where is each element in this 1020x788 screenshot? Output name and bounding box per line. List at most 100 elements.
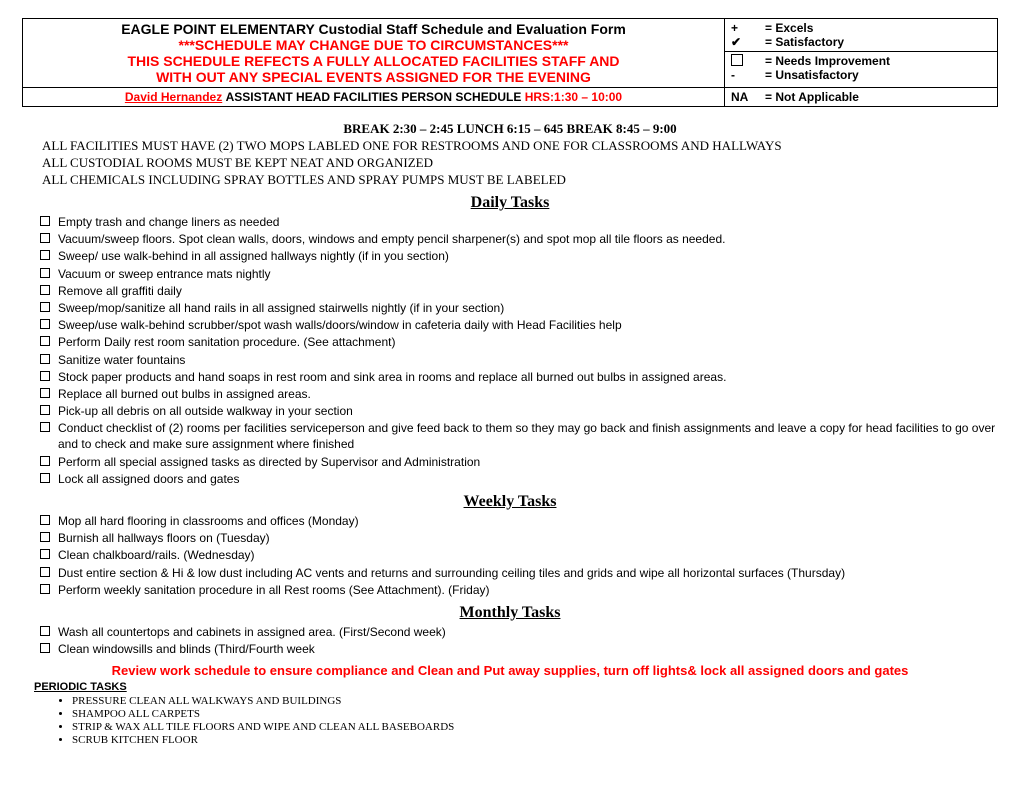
list-item-text: Stock paper products and hand soaps in r…	[58, 370, 726, 384]
list-item: Sweep/mop/sanitize all hand rails in all…	[40, 300, 998, 316]
periodic-tasks-list: PRESSURE CLEAN ALL WALKWAYS AND BUILDING…	[72, 695, 998, 746]
list-item-text: Conduct checklist of (2) rooms per facil…	[58, 421, 995, 451]
checkbox-icon[interactable]	[40, 532, 50, 542]
list-item: Perform Daily rest room sanitation proce…	[40, 334, 998, 350]
list-item: Clean chalkboard/rails. (Wednesday)	[40, 547, 998, 563]
assistant-name: David Hernandez	[125, 90, 222, 104]
list-item: Sweep/ use walk-behind in all assigned h…	[40, 248, 998, 264]
list-item-text: Clean windowsills and blinds (Third/Four…	[58, 642, 315, 656]
list-item: STRIP & WAX ALL TILE FLOORS AND WIPE AND…	[72, 721, 998, 733]
legend-satisfactory: ✔ = Satisfactory	[731, 35, 991, 49]
checkbox-icon[interactable]	[40, 319, 50, 329]
checkbox-icon[interactable]	[40, 216, 50, 226]
checkbox-icon[interactable]	[40, 584, 50, 594]
list-item: Perform weekly sanitation procedure in a…	[40, 582, 998, 598]
checkbox-icon[interactable]	[40, 250, 50, 260]
legend-needs-improvement: = Needs Improvement	[731, 54, 991, 68]
legend-excels-text: = Excels	[765, 21, 813, 35]
legend-unsatisfactory: - = Unsatisfactory	[731, 68, 991, 82]
list-item-text: Vacuum/sweep floors. Spot clean walls, d…	[58, 232, 725, 246]
page-title: EAGLE POINT ELEMENTARY Custodial Staff S…	[29, 21, 718, 37]
list-item: PRESSURE CLEAN ALL WALKWAYS AND BUILDING…	[72, 695, 998, 707]
list-item: Burnish all hallways floors on (Tuesday)	[40, 530, 998, 546]
header-table: EAGLE POINT ELEMENTARY Custodial Staff S…	[22, 18, 998, 107]
schedule-events-line: WITH OUT ANY SPECIAL EVENTS ASSIGNED FOR…	[29, 69, 718, 85]
list-item-text: Perform weekly sanitation procedure in a…	[58, 583, 490, 597]
break-times-line: BREAK 2:30 – 2:45 LUNCH 6:15 – 645 BREAK…	[22, 121, 998, 137]
checkbox-icon[interactable]	[40, 336, 50, 346]
list-item: Mop all hard flooring in classrooms and …	[40, 513, 998, 529]
checkbox-icon[interactable]	[40, 626, 50, 636]
square-icon	[731, 54, 743, 66]
checkbox-icon[interactable]	[40, 354, 50, 364]
list-item-text: Sweep/mop/sanitize all hand rails in all…	[58, 301, 504, 315]
checkbox-icon[interactable]	[40, 643, 50, 653]
check-icon: ✔	[731, 35, 765, 49]
assistant-hours: HRS:1:30 – 10:00	[525, 90, 622, 104]
list-item: Remove all graffiti daily	[40, 283, 998, 299]
note-rooms: ALL CUSTODIAL ROOMS MUST BE KEPT NEAT AN…	[42, 155, 998, 171]
list-item-text: Replace all burned out bulbs in assigned…	[58, 387, 311, 401]
list-item: Sweep/use walk-behind scrubber/spot wash…	[40, 317, 998, 333]
assistant-role: ASSISTANT HEAD FACILITIES PERSON SCHEDUL…	[226, 90, 525, 104]
list-item: Wash all countertops and cabinets in ass…	[40, 624, 998, 640]
list-item: Vacuum or sweep entrance mats nightly	[40, 266, 998, 282]
legend-na-symbol: NA	[731, 90, 765, 104]
list-item: SCRUB KITCHEN FLOOR	[72, 734, 998, 746]
weekly-tasks-title: Weekly Tasks	[22, 493, 998, 511]
list-item-text: Sweep/use walk-behind scrubber/spot wash…	[58, 318, 622, 332]
legend-excels-symbol: +	[731, 21, 765, 35]
list-item: Vacuum/sweep floors. Spot clean walls, d…	[40, 231, 998, 247]
periodic-tasks-title: PERIODIC TASKS	[34, 681, 998, 693]
checkbox-icon[interactable]	[40, 473, 50, 483]
daily-tasks-title: Daily Tasks	[22, 194, 998, 212]
legend-excels: + = Excels	[731, 21, 991, 35]
list-item-text: Perform all special assigned tasks as di…	[58, 455, 480, 469]
list-item-text: Vacuum or sweep entrance mats nightly	[58, 267, 271, 281]
list-item-text: Lock all assigned doors and gates	[58, 472, 239, 486]
list-item: Sanitize water fountains	[40, 352, 998, 368]
list-item: Stock paper products and hand soaps in r…	[40, 369, 998, 385]
note-chemicals: ALL CHEMICALS INCLUDING SPRAY BOTTLES AN…	[42, 172, 998, 188]
checkbox-icon[interactable]	[40, 268, 50, 278]
checkbox-icon[interactable]	[40, 233, 50, 243]
list-item: Conduct checklist of (2) rooms per facil…	[40, 420, 998, 452]
list-item: Dust entire section & Hi & low dust incl…	[40, 565, 998, 581]
checkbox-icon[interactable]	[40, 549, 50, 559]
list-item: Replace all burned out bulbs in assigned…	[40, 386, 998, 402]
legend-na-text: = Not Applicable	[765, 90, 859, 104]
list-item: SHAMPOO ALL CARPETS	[72, 708, 998, 720]
checkbox-icon[interactable]	[40, 371, 50, 381]
checkbox-icon[interactable]	[40, 515, 50, 525]
list-item-text: Clean chalkboard/rails. (Wednesday)	[58, 548, 255, 562]
list-item: Perform all special assigned tasks as di…	[40, 454, 998, 470]
legend-unsat-text: = Unsatisfactory	[765, 68, 859, 82]
checkbox-icon[interactable]	[40, 456, 50, 466]
notes-block: BREAK 2:30 – 2:45 LUNCH 6:15 – 645 BREAK…	[22, 121, 998, 188]
note-mops: ALL FACILITIES MUST HAVE (2) TWO MOPS LA…	[42, 138, 998, 154]
list-item-text: Remove all graffiti daily	[58, 284, 182, 298]
legend-not-applicable: NA = Not Applicable	[731, 90, 991, 104]
legend-needs-text: = Needs Improvement	[765, 54, 890, 68]
list-item: Clean windowsills and blinds (Third/Four…	[40, 641, 998, 657]
checkbox-icon[interactable]	[40, 567, 50, 577]
list-item-text: Mop all hard flooring in classrooms and …	[58, 514, 359, 528]
list-item-text: Sweep/ use walk-behind in all assigned h…	[58, 249, 449, 263]
monthly-tasks-list: Wash all countertops and cabinets in ass…	[40, 624, 998, 657]
checkbox-icon[interactable]	[40, 302, 50, 312]
list-item: Lock all assigned doors and gates	[40, 471, 998, 487]
list-item-text: Sanitize water fountains	[58, 353, 185, 367]
list-item-text: Empty trash and change liners as needed	[58, 215, 279, 229]
legend-unsat-symbol: -	[731, 68, 765, 82]
list-item-text: Pick-up all debris on all outside walkwa…	[58, 404, 353, 418]
weekly-tasks-list: Mop all hard flooring in classrooms and …	[40, 513, 998, 598]
review-instruction: Review work schedule to ensure complianc…	[22, 663, 998, 678]
schedule-change-line: ***SCHEDULE MAY CHANGE DUE TO CIRCUMSTAN…	[29, 37, 718, 53]
legend-satisfactory-text: = Satisfactory	[765, 35, 844, 49]
list-item-text: Dust entire section & Hi & low dust incl…	[58, 566, 845, 580]
checkbox-icon[interactable]	[40, 388, 50, 398]
checkbox-icon[interactable]	[40, 405, 50, 415]
checkbox-icon[interactable]	[40, 285, 50, 295]
checkbox-icon[interactable]	[40, 422, 50, 432]
daily-tasks-list: Empty trash and change liners as needed V…	[40, 214, 998, 487]
